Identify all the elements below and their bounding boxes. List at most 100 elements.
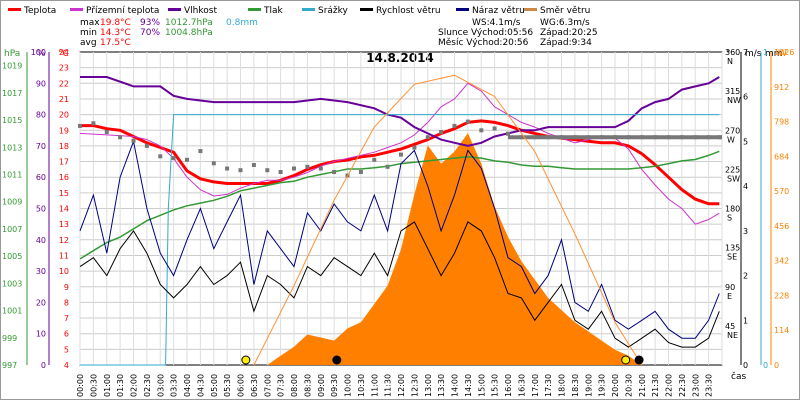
legend-label: Náraz větru: [472, 6, 525, 16]
stat-moon: Měsíc Východ:20:56: [438, 38, 529, 48]
legend-label: Rychlost větru: [376, 6, 441, 16]
tick-w: 342: [774, 257, 789, 266]
tick-deg: 135: [725, 244, 740, 253]
tick-time: 20:30: [624, 374, 633, 397]
tick-dir: SE: [727, 253, 737, 262]
axis-unit-cas: čas: [731, 371, 746, 382]
point-wind-direction: [318, 166, 323, 171]
tick-pct: 20: [36, 298, 46, 307]
tick-temp: 10: [59, 267, 69, 276]
tick-time: 10:00: [344, 374, 353, 397]
tick-time: 23:30: [705, 374, 714, 397]
tick-time: 10:30: [357, 374, 366, 397]
stat-hum: 93%: [140, 18, 160, 28]
tick-dir: NE: [727, 331, 738, 340]
series-ground-temperature: [79, 82, 720, 225]
tick-temp: 15: [59, 189, 69, 198]
tick-pct: 80: [36, 111, 46, 120]
tick-w: 1026: [774, 48, 794, 57]
point-wind-direction: [104, 130, 109, 134]
point-wind-direction: [399, 152, 403, 157]
point-wind-direction: [506, 131, 510, 136]
legend-label: Tlak: [263, 6, 284, 16]
tick-dir: E: [727, 292, 732, 301]
legend-label: Přízemní teplota: [86, 6, 159, 16]
point-wind-direction: [492, 126, 497, 131]
tick-time: 14:00: [451, 374, 460, 397]
marker-moon-set: [332, 355, 342, 365]
tick-w: 0: [774, 361, 779, 370]
tick-time: 05:00: [210, 374, 219, 397]
axis-unit-degc: °C: [58, 49, 69, 59]
legend-label: Teplota: [23, 6, 56, 16]
stat-temp: 19.8°C: [100, 18, 131, 28]
tick-ms: 5: [743, 137, 748, 146]
tick-deg: 45: [725, 322, 735, 331]
point-wind-direction: [465, 119, 470, 124]
series-precipitation: [80, 114, 720, 366]
tick-time: 00:00: [76, 374, 85, 397]
stat-label: avg: [80, 38, 97, 48]
tick-temp: 17: [59, 158, 69, 167]
tick-time: 15:00: [477, 374, 486, 397]
tick-hpa: 1013: [2, 143, 22, 152]
tick-time: 17:30: [544, 374, 553, 397]
tick-w: 570: [774, 187, 789, 196]
tick-w: 456: [774, 222, 789, 231]
tick-pct: 10: [36, 330, 46, 339]
tick-hpa: 1015: [2, 116, 22, 125]
tick-time: 06:00: [237, 374, 246, 397]
tick-hpa: 1009: [2, 198, 22, 207]
axis-unit-ms: m/s: [745, 49, 762, 59]
point-wind-direction: [305, 164, 310, 169]
tick-time: 04:30: [196, 374, 205, 397]
tick-temp: 5: [64, 345, 69, 354]
tick-ms: 2: [743, 272, 748, 281]
tick-hpa: 1003: [2, 279, 22, 288]
tick-pct: 30: [36, 267, 46, 276]
series-layer: [78, 74, 722, 366]
tick-w: 684: [774, 152, 789, 161]
tick-hpa: 1007: [2, 225, 22, 234]
tick-temp: 13: [59, 220, 69, 229]
tick-pct: 60: [36, 173, 46, 182]
stat-label: max: [80, 18, 100, 28]
tick-pct: 40: [36, 236, 46, 245]
axis-unit-deg: °: [726, 49, 731, 59]
tick-time: 15:30: [491, 374, 500, 397]
tick-w: 798: [774, 118, 789, 127]
stat-ws: WS:4.1m/s: [472, 18, 521, 28]
legend-swatch: [248, 8, 261, 11]
point-wind-direction: [225, 166, 230, 171]
tick-time: 21:30: [651, 374, 660, 397]
tick-time: 07:00: [263, 374, 272, 397]
stat-moonset: Západ:9:34: [540, 38, 592, 48]
tick-time: 03:00: [156, 374, 165, 397]
tick-dir: N: [727, 57, 733, 66]
point-wind-direction: [278, 170, 283, 174]
tick-ms: 0: [743, 361, 748, 370]
stat-rain: 0.8mm: [226, 18, 258, 28]
tick-temp: 20: [59, 111, 69, 120]
tick-temp: 18: [59, 142, 69, 151]
point-wind-direction: [332, 170, 337, 174]
legend-swatch: [360, 8, 373, 11]
tick-mm: 0: [763, 361, 768, 370]
stat-temp: 14.3°C: [100, 28, 131, 38]
stat-temp: 17.5°C: [100, 38, 131, 48]
stat-label: min: [80, 28, 97, 38]
tick-time: 04:00: [183, 374, 192, 397]
point-wind-direction: [198, 149, 203, 154]
legend-label: Vlhkost: [184, 6, 217, 16]
point-wind-direction: [385, 164, 390, 169]
point-wind-direction: [265, 168, 270, 173]
marker-layer: [241, 355, 644, 365]
axis-unit-pct: %: [37, 49, 46, 59]
legend-swatch: [168, 8, 181, 11]
tick-time: 13:30: [437, 374, 446, 397]
tick-time: 19:30: [598, 374, 607, 397]
axis-unit-w: W: [778, 49, 787, 59]
tick-hpa: 1001: [2, 307, 22, 316]
tick-hpa: 1005: [2, 252, 22, 261]
series-solar-area: [80, 133, 720, 365]
